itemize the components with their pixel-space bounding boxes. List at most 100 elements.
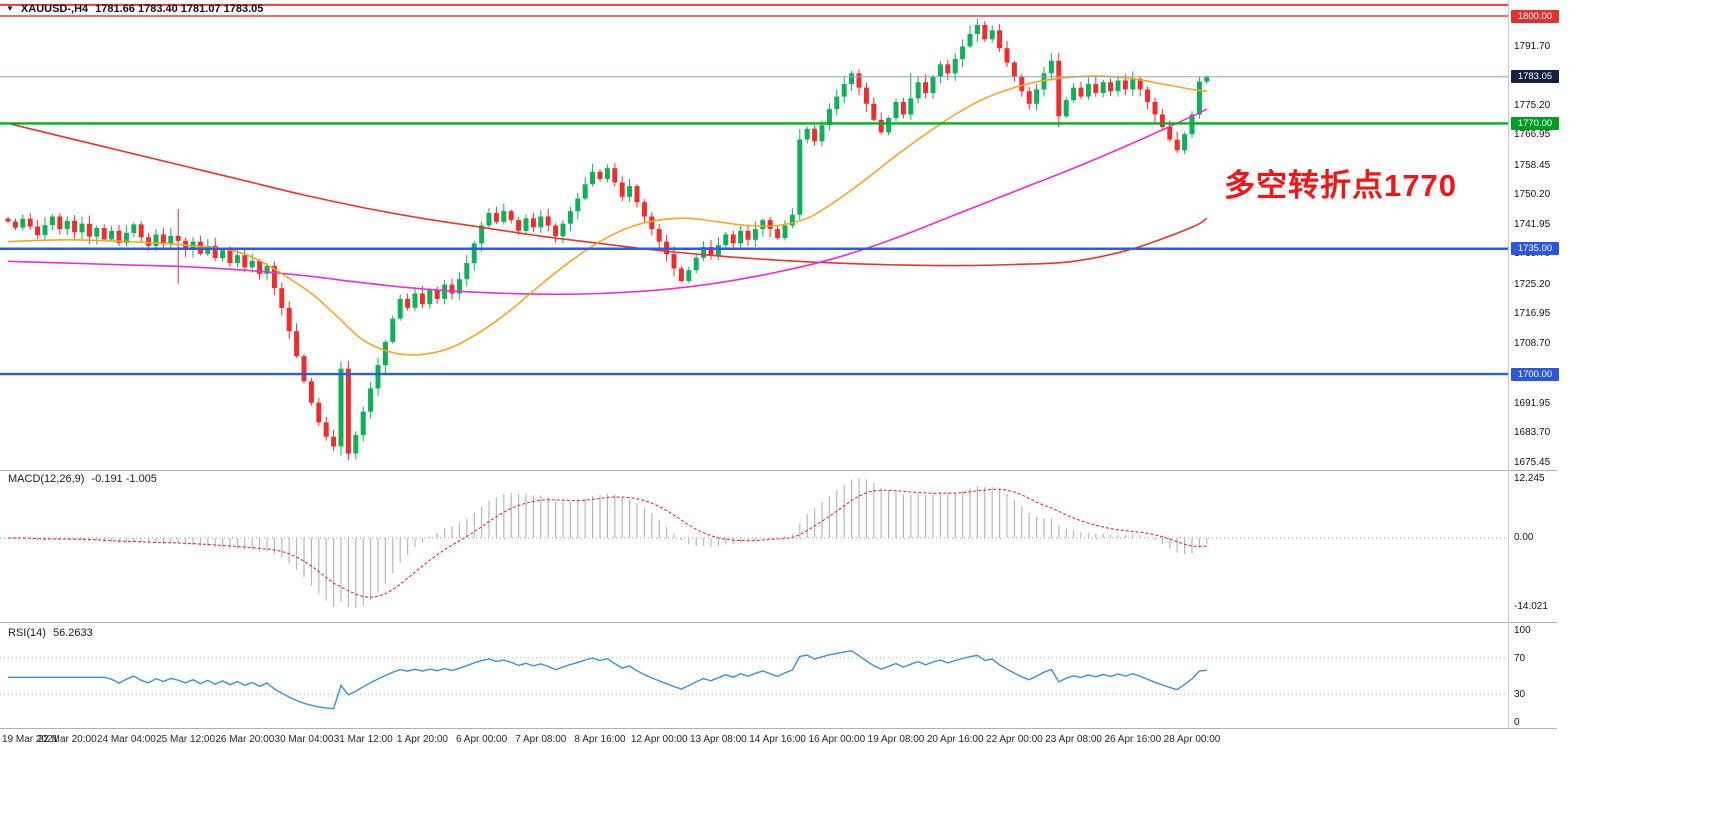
time-tick-label: 30 Mar 04:00: [274, 734, 334, 745]
candle-body: [123, 233, 129, 244]
candle-body: [952, 58, 958, 74]
candle-body: [989, 30, 995, 40]
candle-body: [604, 168, 610, 179]
candle-body: [227, 250, 233, 264]
candle-body: [752, 229, 758, 240]
candle-body: [723, 234, 729, 246]
candle-body: [782, 225, 788, 239]
macd-tick-label: 12.245: [1514, 473, 1545, 484]
time-tick-label: 14 Apr 16:00: [749, 734, 806, 745]
candle-body: [834, 96, 840, 110]
candle-body: [146, 237, 152, 246]
candle-body: [1026, 91, 1032, 104]
candles-group: [5, 18, 1210, 461]
candle-body: [101, 227, 107, 240]
collapse-chevron-icon[interactable]: ▼: [6, 4, 14, 13]
candle-body: [1078, 87, 1084, 97]
candle-body: [878, 119, 884, 133]
candle-body: [449, 284, 455, 294]
candle-body: [375, 365, 381, 389]
price-tick-label: 1691.95: [1514, 397, 1551, 409]
text-annotation[interactable]: 多空转折点1770: [1224, 168, 1457, 203]
candle-body: [1019, 76, 1025, 92]
time-tick-label: 7 Apr 08:00: [515, 734, 567, 745]
candle-body: [767, 220, 773, 230]
candle-body: [153, 234, 159, 246]
candle-body: [856, 73, 862, 88]
candle-body: [345, 368, 351, 454]
candle-body: [886, 118, 892, 133]
candle-body: [923, 82, 929, 93]
time-axis[interactable]: 19 Mar 2021 22 Mar 20:00 24 Mar 04:00 25 Ma…: [0, 732, 1570, 750]
candle-body: [220, 250, 226, 259]
candle-body: [678, 268, 684, 281]
candle-body: [612, 168, 618, 183]
macd-tick-label: 0.00: [1514, 532, 1534, 543]
time-tick-label: 22 Apr 00:00: [986, 734, 1043, 745]
time-tick-label: 19 Apr 08:00: [867, 734, 925, 745]
candle-body: [442, 284, 448, 299]
candle-body: [1056, 60, 1062, 117]
candle-body: [553, 225, 559, 237]
candle-body: [849, 73, 855, 85]
candle-body: [960, 46, 966, 59]
candle-body: [627, 186, 633, 197]
candle-body: [1152, 101, 1158, 115]
candle-body: [1085, 84, 1091, 97]
candle-body: [863, 87, 869, 104]
rsi-value: 56.2633: [52, 627, 93, 639]
candle-body: [575, 198, 581, 212]
candle-body: [982, 24, 988, 40]
candle-body: [738, 230, 744, 244]
candle-body: [42, 225, 48, 236]
candle-body: [493, 212, 499, 222]
candle-body: [5, 218, 11, 222]
candle-body: [930, 76, 936, 93]
price-badge-1800.00: 1800.00: [1511, 9, 1559, 23]
price-tick-label: 1675.45: [1514, 457, 1551, 468]
candle-body: [368, 388, 374, 412]
candle-body: [27, 218, 33, 227]
ohlc-readout: 1781.66 1783.40 1781.07 1783.05: [95, 3, 264, 15]
price-tick-label: 1716.95: [1514, 308, 1551, 320]
candle-body: [804, 128, 810, 140]
candle-body: [1167, 127, 1173, 140]
price-tick-label: 1775.20: [1514, 99, 1551, 111]
candle-body: [893, 101, 899, 119]
candle-body: [294, 331, 300, 357]
rsi-tick-label: 30: [1514, 689, 1526, 701]
candle-body: [331, 436, 337, 447]
candle-body: [1004, 48, 1010, 63]
candle-body: [634, 186, 640, 203]
candle-body: [1159, 114, 1165, 128]
time-tick-label: 31 Mar 12:00: [333, 734, 393, 745]
candle-body: [338, 368, 344, 447]
macd-name: MACD(12,26,9): [8, 473, 85, 485]
candle-body: [427, 289, 433, 305]
rsi-tick-label: 100: [1514, 625, 1531, 636]
candle-body: [1130, 78, 1136, 90]
candle-body: [12, 221, 18, 228]
ma-medium-line: [7, 108, 1208, 296]
time-tick-label: 1 Apr 20:00: [396, 734, 448, 745]
candle-body: [715, 245, 721, 256]
candle-body: [116, 230, 122, 244]
price-tick-label: 1766.95: [1514, 129, 1551, 141]
candle-body: [175, 235, 181, 241]
candle-body: [1137, 78, 1143, 90]
candle-body: [382, 341, 388, 366]
candle-body: [1048, 60, 1054, 74]
ma-slow-line: [7, 122, 1208, 267]
candle-body: [997, 30, 1003, 49]
candle-body: [516, 220, 522, 231]
time-tick-label: 16 Apr 00:00: [808, 734, 866, 745]
price-axis[interactable]: 1791.70 1775.20 1766.95 1758.45 1750.20 1741.…: [1508, 0, 1570, 730]
candle-body: [286, 307, 292, 332]
time-tick-label: 12 Apr 00:00: [630, 734, 688, 745]
candle-body: [1182, 134, 1188, 151]
candle-body: [279, 288, 285, 308]
time-tick-label: 13 Apr 08:00: [690, 734, 747, 745]
candle-body: [1093, 84, 1099, 93]
